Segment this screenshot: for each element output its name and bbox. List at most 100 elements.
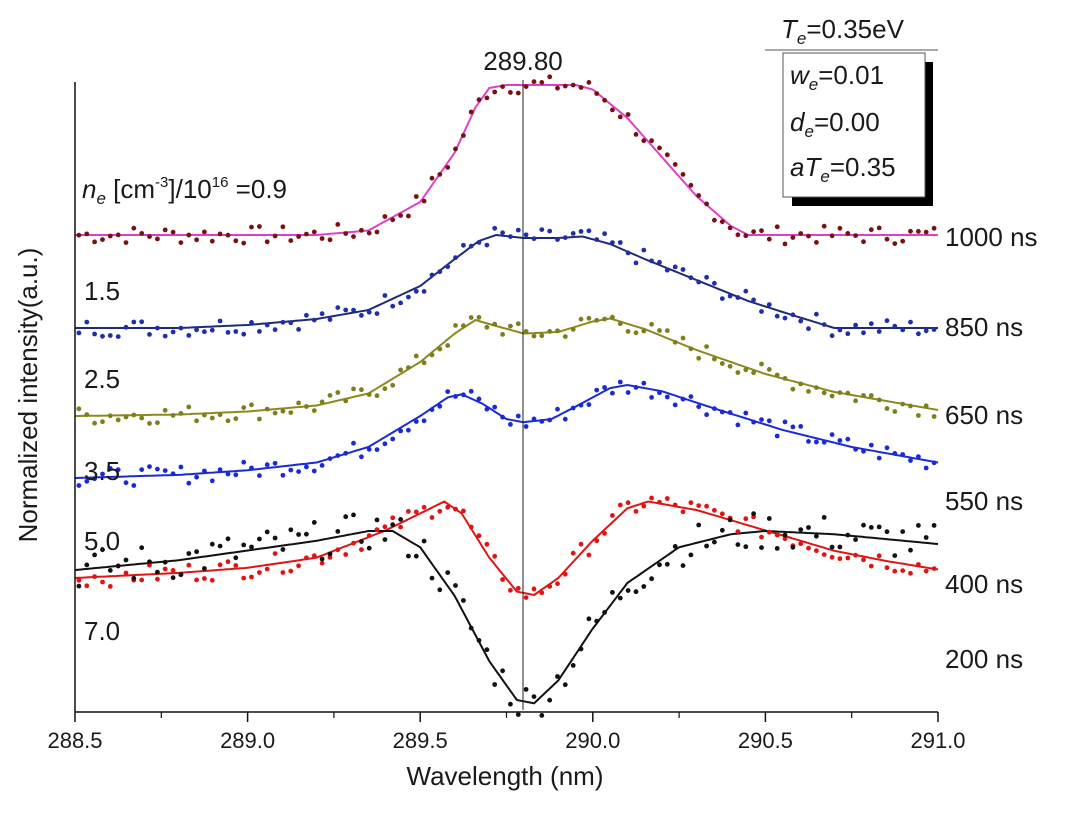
data-point xyxy=(398,524,403,530)
data-point xyxy=(139,467,145,472)
data-point xyxy=(437,269,443,275)
data-point xyxy=(735,295,741,300)
data-point xyxy=(178,572,184,577)
data-point xyxy=(782,536,788,542)
data-point xyxy=(641,584,647,589)
data-point xyxy=(664,267,670,273)
data-point xyxy=(413,509,419,515)
data-point xyxy=(476,396,482,402)
data-point xyxy=(76,232,82,238)
data-point xyxy=(92,331,97,337)
data-point xyxy=(610,107,615,113)
data-point xyxy=(264,406,270,412)
data-point xyxy=(296,469,301,474)
data-point xyxy=(704,412,709,418)
data-point xyxy=(413,288,419,294)
data-point xyxy=(908,319,913,325)
data-point xyxy=(484,406,490,412)
data-point xyxy=(327,317,333,322)
data-point xyxy=(249,465,254,471)
data-point xyxy=(555,406,560,412)
data-point xyxy=(115,334,121,339)
data-point xyxy=(759,228,764,234)
data-point xyxy=(610,314,615,320)
data-point xyxy=(311,408,317,413)
data-point xyxy=(790,386,796,392)
data-point xyxy=(853,322,858,328)
data-point xyxy=(413,419,419,424)
data-point xyxy=(523,687,529,692)
data-point xyxy=(100,579,105,585)
time-label-850: 850 ns xyxy=(945,312,1023,342)
data-point xyxy=(531,236,537,242)
data-point xyxy=(876,225,882,231)
data-point xyxy=(319,311,325,317)
data-point xyxy=(398,213,403,218)
data-point xyxy=(649,576,654,582)
data-point xyxy=(170,413,176,418)
data-point xyxy=(390,303,396,309)
data-point xyxy=(680,172,686,177)
data-point xyxy=(798,318,804,324)
data-point xyxy=(296,400,301,406)
data-point xyxy=(406,509,411,514)
data-point xyxy=(264,566,270,572)
data-point xyxy=(492,404,498,410)
data-point xyxy=(861,393,866,398)
data-point xyxy=(508,90,513,95)
data-point xyxy=(131,483,137,488)
data-point xyxy=(845,532,851,538)
data-point xyxy=(280,224,286,230)
data-point xyxy=(76,406,82,412)
data-point xyxy=(657,259,662,265)
data-point xyxy=(555,328,560,334)
data-point xyxy=(186,333,192,338)
data-point xyxy=(194,549,200,555)
data-point xyxy=(304,464,309,470)
data-point xyxy=(594,237,600,243)
time-label-1000: 1000 ns xyxy=(945,222,1038,252)
data-point xyxy=(570,82,576,88)
data-point xyxy=(523,595,529,600)
data-point xyxy=(649,395,654,400)
data-point xyxy=(641,328,647,334)
data-point xyxy=(633,589,639,595)
data-point xyxy=(272,551,278,556)
x-tick-label: 290.0 xyxy=(565,728,620,753)
data-point xyxy=(257,536,262,542)
data-point xyxy=(162,468,168,473)
data-point xyxy=(876,455,882,461)
data-point xyxy=(672,162,678,167)
data-point xyxy=(531,586,537,592)
data-point xyxy=(806,525,811,530)
data-point xyxy=(484,95,490,101)
data-point xyxy=(288,527,294,533)
data-point xyxy=(814,385,819,390)
data-point xyxy=(657,328,662,333)
data-point xyxy=(280,570,286,575)
data-point xyxy=(257,329,262,334)
data-point xyxy=(586,228,592,234)
data-point xyxy=(515,413,521,419)
data-point xyxy=(821,439,827,445)
params-box-frame xyxy=(782,52,926,198)
data-point xyxy=(892,553,898,558)
data-point xyxy=(845,390,851,396)
data-point xyxy=(413,194,419,199)
data-point xyxy=(76,330,82,336)
data-point xyxy=(531,333,537,339)
data-point xyxy=(100,237,105,243)
density-unit-a: [cm xyxy=(106,174,155,204)
data-point xyxy=(241,331,247,337)
x-axis-title: Wavelength (nm) xyxy=(407,761,604,791)
data-point xyxy=(359,313,364,318)
data-point xyxy=(178,411,184,416)
data-point xyxy=(311,317,317,323)
data-point xyxy=(351,234,356,240)
data-point xyxy=(280,319,286,325)
data-point xyxy=(147,421,152,426)
data-point xyxy=(272,535,278,541)
data-point xyxy=(351,307,356,313)
data-point xyxy=(578,646,584,652)
data-point xyxy=(272,327,278,333)
